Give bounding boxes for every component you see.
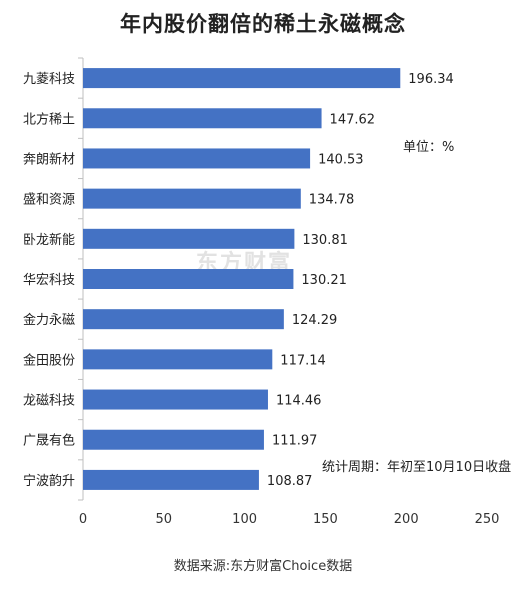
chart-title: 年内股价翻倍的稀土永磁概念 (120, 12, 406, 36)
category-label: 卧龙新能 (23, 232, 75, 248)
bar (83, 269, 294, 289)
value-label: 134.78 (309, 193, 355, 208)
x-tick-label: 200 (394, 512, 419, 527)
value-label: 111.97 (272, 434, 318, 449)
bar (83, 309, 284, 330)
category-label: 广晟有色 (23, 433, 75, 449)
category-label: 北方稀土 (23, 111, 75, 127)
value-label: 130.81 (302, 233, 348, 248)
value-label: 130.21 (301, 273, 347, 288)
category-label: 宁波韵升 (23, 473, 75, 489)
category-label: 九菱科技 (23, 72, 75, 87)
value-label: 140.53 (318, 152, 364, 167)
unit-note: 单位：% (403, 140, 455, 155)
category-label: 盛和资源 (23, 193, 75, 208)
bar (83, 389, 268, 410)
category-label: 龙磁科技 (23, 394, 75, 409)
bar (83, 188, 301, 209)
x-tick-label: 150 (313, 512, 338, 527)
bar (83, 108, 322, 129)
value-label: 124.29 (292, 313, 338, 328)
bar (83, 429, 264, 450)
category-label: 华宏科技 (23, 273, 75, 288)
category-label: 金田股份 (23, 352, 75, 368)
value-label: 196.34 (408, 72, 454, 87)
category-label: 金力永磁 (23, 312, 75, 328)
bar (83, 349, 273, 370)
source-note: 数据来源:东方财富Choice数据 (173, 559, 353, 574)
bar (83, 148, 311, 169)
bar (83, 228, 295, 249)
x-tick-label: 250 (475, 512, 500, 527)
x-tick-label: 100 (232, 512, 257, 527)
x-tick-label: 50 (156, 512, 173, 527)
period-note: 统计周期：年初至10月10日收盘 (322, 460, 512, 475)
value-label: 117.14 (280, 353, 326, 368)
category-label: 奔朗新材 (23, 151, 75, 167)
bar (83, 68, 401, 89)
value-label: 108.87 (267, 474, 313, 489)
value-label: 114.46 (276, 394, 322, 409)
bar (83, 469, 259, 490)
value-label: 147.62 (330, 112, 376, 127)
x-tick-label: 0 (79, 512, 87, 527)
